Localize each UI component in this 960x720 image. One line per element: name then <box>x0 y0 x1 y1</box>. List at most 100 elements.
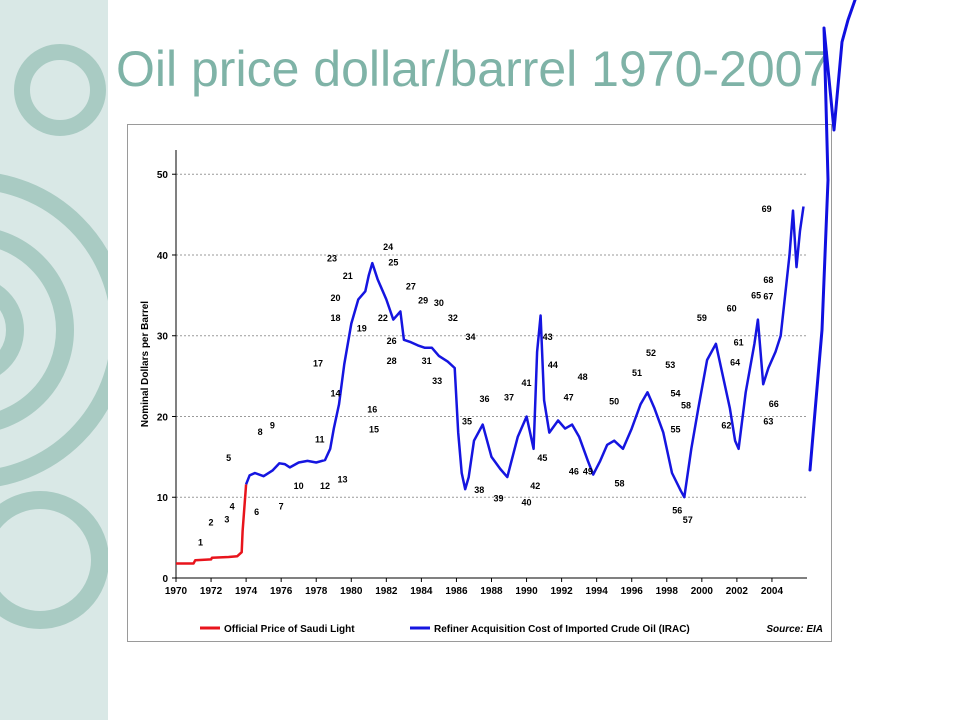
annotation-label: 31 <box>422 356 432 366</box>
annotation-label: 29 <box>418 295 428 305</box>
x-tick-label: 1976 <box>270 586 293 597</box>
annotation-label: 13 <box>338 475 348 485</box>
x-tick-label: 1982 <box>375 586 398 597</box>
annotation-label: 62 <box>721 421 731 431</box>
y-tick-label: 30 <box>157 332 169 343</box>
grid-lines <box>176 173 807 498</box>
annotation-label: 38 <box>474 485 484 495</box>
annotation-label: 36 <box>479 394 489 404</box>
x-tick-label: 2002 <box>726 586 749 597</box>
annotation-label: 24 <box>383 242 393 252</box>
annotation-label: 30 <box>434 298 444 308</box>
annotation-label: 57 <box>683 515 693 525</box>
band-arc <box>0 230 74 430</box>
annotation-label: 61 <box>734 337 744 347</box>
annotation-label: 35 <box>462 417 472 427</box>
chart-frame: 0 10 20 30 40 50 1970 1972 1974 1976 1978 1980 1982 1… <box>127 124 832 642</box>
band-arc <box>0 285 24 375</box>
band-arc <box>14 44 106 136</box>
x-tick-label: 1990 <box>515 586 538 597</box>
band-pattern <box>0 44 108 629</box>
x-tick-label: 1974 <box>235 586 258 597</box>
y-tick-label: 40 <box>157 251 169 262</box>
annotation-label: 27 <box>406 282 416 292</box>
annotation-label: 55 <box>671 425 681 435</box>
annotation-label: 23 <box>327 253 337 263</box>
y-tick-label: 20 <box>157 412 169 423</box>
event-annotations: 12 34567891011121314151617181920212223242… <box>198 204 779 548</box>
x-tick-label: 1986 <box>445 586 468 597</box>
annotation-label: 49 <box>583 467 593 477</box>
annotation-label: 42 <box>530 481 540 491</box>
annotation-label: 9 <box>270 421 275 431</box>
annotation-label: 48 <box>578 372 588 382</box>
annotation-label: 66 <box>769 399 779 409</box>
annotation-label: 45 <box>537 453 547 463</box>
y-tick-label: 0 <box>162 574 168 585</box>
x-tick-label: 2004 <box>761 586 784 597</box>
annotation-label: 53 <box>665 360 675 370</box>
annotation-label: 34 <box>465 332 475 342</box>
annotation-label: 16 <box>367 404 377 414</box>
annotation-label: 58 <box>614 479 624 489</box>
x-tick-label: 2000 <box>691 586 714 597</box>
annotation-label: 40 <box>522 497 532 507</box>
x-tick-label: 1984 <box>410 586 433 597</box>
x-tick-label: 1996 <box>621 586 644 597</box>
annotation-label: 63 <box>763 417 773 427</box>
annotation-label: 19 <box>357 324 367 334</box>
annotation-label: 4 <box>230 501 235 511</box>
y-tick-label: 10 <box>157 493 169 504</box>
annotation-label: 1 <box>198 538 203 548</box>
series-line-irac <box>244 206 805 499</box>
annotation-label: 26 <box>387 336 397 346</box>
annotation-label: 17 <box>313 358 323 368</box>
annotation-label: 37 <box>504 392 514 402</box>
annotation-label: 22 <box>378 313 388 323</box>
x-tick-label: 1970 <box>165 586 188 597</box>
annotation-label: 59 <box>697 313 707 323</box>
x-tick-label: 1978 <box>305 586 328 597</box>
legend-entry: Official Price of Saudi Light <box>224 624 355 635</box>
x-tick-label: 1980 <box>340 586 363 597</box>
band-arc <box>0 491 108 629</box>
annotation-label: 3 <box>224 514 229 524</box>
slide-title: Oil price dollar/barrel 1970-2007 <box>116 41 831 97</box>
decorative-side-band <box>0 0 108 720</box>
x-tick-label: 1994 <box>586 586 609 597</box>
annotation-label: 67 <box>763 291 773 301</box>
legend: Official Price of Saudi Light Refiner Acq… <box>200 624 690 635</box>
annotation-label: 6 <box>254 507 259 517</box>
annotation-label: 56 <box>672 505 682 515</box>
annotation-label: 47 <box>564 392 574 402</box>
annotation-label: 68 <box>763 275 773 285</box>
annotation-label: 50 <box>609 396 619 406</box>
x-tick-label: 1972 <box>200 586 223 597</box>
annotation-label: 18 <box>330 313 340 323</box>
annotation-label: 32 <box>448 313 458 323</box>
annotation-label: 58 <box>681 400 691 410</box>
source-note: Source: EIA <box>766 624 823 635</box>
annotation-label: 41 <box>522 378 532 388</box>
annotation-label: 65 <box>751 291 761 301</box>
annotation-label: 11 <box>315 434 325 444</box>
annotation-label: 52 <box>646 348 656 358</box>
annotation-label: 12 <box>320 481 330 491</box>
annotation-label: 44 <box>548 360 558 370</box>
annotation-label: 39 <box>494 493 504 503</box>
annotation-label: 25 <box>388 257 398 267</box>
annotation-label: 20 <box>330 293 340 303</box>
x-tick-label: 1992 <box>550 586 573 597</box>
annotation-label: 43 <box>543 332 553 342</box>
x-tick-label: 1998 <box>656 586 679 597</box>
annotation-label: 7 <box>279 501 284 511</box>
annotation-label: 64 <box>730 358 740 368</box>
annotation-label: 60 <box>727 304 737 314</box>
annotation-label: 5 <box>226 453 231 463</box>
annotation-label: 14 <box>330 388 340 398</box>
annotation-label: 15 <box>369 425 379 435</box>
annotation-label: 10 <box>294 481 304 491</box>
annotation-label: 46 <box>569 467 579 477</box>
